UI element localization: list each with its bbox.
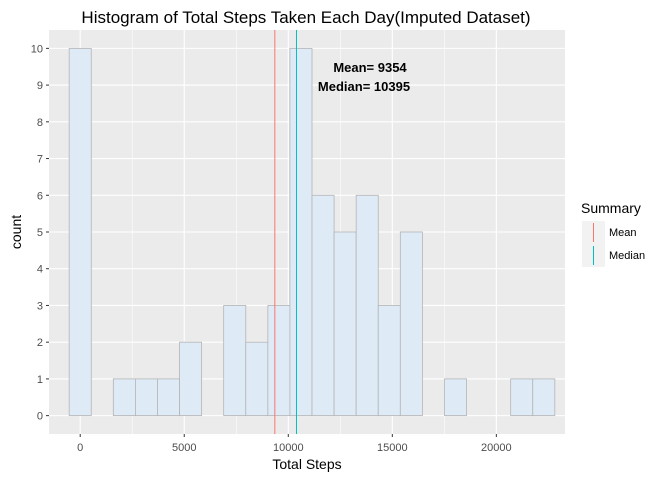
y-axis-title: count bbox=[8, 215, 24, 249]
histogram-bar bbox=[510, 378, 534, 417]
y-axis: 0 1 2 3 4 5 6 7 8 9 10 bbox=[31, 43, 49, 423]
histogram-bar bbox=[311, 194, 335, 417]
y-tick-label: 3 bbox=[37, 300, 43, 312]
histogram-bar bbox=[68, 47, 92, 417]
reference-lines bbox=[274, 30, 297, 434]
histogram-bar bbox=[532, 378, 556, 417]
histogram-bar bbox=[333, 231, 357, 417]
x-tick-label: 0 bbox=[77, 442, 83, 454]
histogram-bar bbox=[245, 341, 269, 417]
histogram-bars bbox=[68, 47, 556, 417]
y-tick-label: 7 bbox=[37, 154, 43, 166]
chart-title: Histogram of Total Steps Taken Each Day(… bbox=[81, 8, 530, 27]
legend: Summary Mean Median bbox=[581, 200, 645, 267]
y-tick-label: 2 bbox=[37, 337, 43, 349]
histogram-bar bbox=[179, 341, 203, 417]
histogram-bar bbox=[157, 378, 180, 417]
histogram-bar bbox=[267, 305, 291, 417]
histogram-bar bbox=[223, 305, 247, 417]
histogram-bar bbox=[134, 378, 158, 417]
y-tick-label: 4 bbox=[37, 264, 43, 276]
x-tick-label: 5000 bbox=[172, 442, 196, 454]
y-tick-label: 6 bbox=[37, 190, 43, 202]
x-axis-title: Total Steps bbox=[272, 456, 341, 472]
histogram-bar bbox=[112, 378, 136, 417]
median-annotation: Median= 10395 bbox=[318, 79, 410, 94]
x-axis: 0 5000 10000 15000 20000 bbox=[77, 434, 512, 454]
histogram-bar bbox=[355, 194, 379, 417]
y-tick-label: 8 bbox=[37, 117, 43, 129]
y-tick-label: 1 bbox=[37, 374, 43, 386]
y-tick-label: 5 bbox=[37, 227, 43, 239]
x-tick-label: 20000 bbox=[481, 442, 512, 454]
x-tick-label: 10000 bbox=[273, 442, 304, 454]
y-tick-label: 0 bbox=[37, 411, 43, 423]
mean-annotation: Mean= 9354 bbox=[333, 60, 407, 75]
histogram-bar bbox=[377, 305, 401, 417]
y-tick-label: 9 bbox=[37, 80, 43, 92]
x-tick-label: 15000 bbox=[377, 442, 408, 454]
legend-label-median: Median bbox=[609, 250, 645, 262]
histogram-bar bbox=[289, 47, 313, 417]
histogram-bar bbox=[399, 231, 423, 417]
y-tick-label: 10 bbox=[31, 43, 43, 55]
legend-label-mean: Mean bbox=[609, 227, 637, 239]
legend-keys: Mean Median bbox=[582, 221, 645, 267]
histogram-bar bbox=[444, 378, 467, 417]
legend-title: Summary bbox=[581, 200, 641, 216]
